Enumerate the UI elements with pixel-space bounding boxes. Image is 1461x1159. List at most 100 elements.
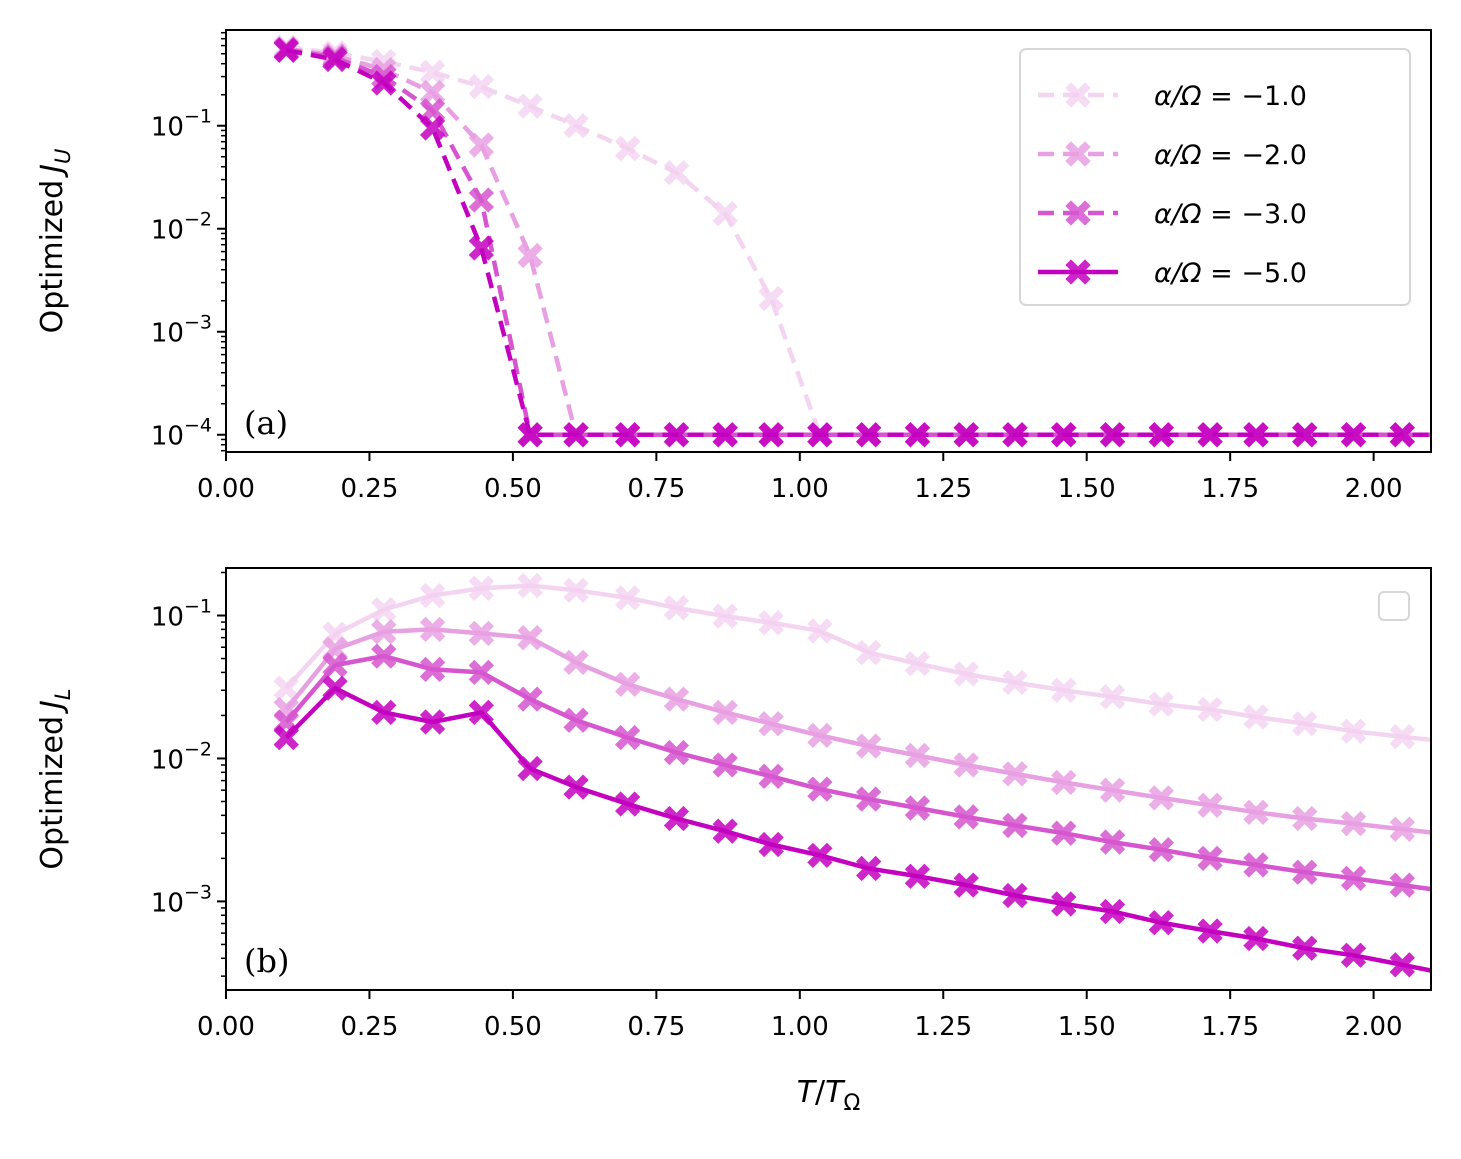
panel-a: 10−110−210−310−40.00 0.25 0.50 0.75 1.00 1.25… xyxy=(35,29,1432,504)
legend-item: α/Ω = −5.0 xyxy=(1038,258,1307,289)
plot-area xyxy=(273,34,1431,448)
panel-label: (b) xyxy=(244,942,289,980)
data-point xyxy=(468,575,495,601)
data-point xyxy=(1051,677,1077,703)
data-point xyxy=(663,686,690,712)
data-point xyxy=(273,37,299,63)
data-point xyxy=(904,651,931,677)
data-point xyxy=(1099,422,1126,448)
data-point xyxy=(468,235,495,261)
y-tick-exponent: −4 xyxy=(184,415,212,437)
data-point xyxy=(517,422,543,448)
data-point xyxy=(1389,422,1415,448)
x-axis-label-denominator: T xyxy=(825,1075,846,1110)
x-tick-label: 0.50 xyxy=(484,1012,542,1042)
x-tick-label: 1.75 xyxy=(1201,474,1259,504)
data-point xyxy=(1099,829,1126,855)
data-point xyxy=(1243,704,1269,730)
axes-frame xyxy=(225,29,1432,453)
data-point xyxy=(953,804,979,830)
x-tick-label: 1.50 xyxy=(1058,474,1116,504)
x-tick-label: 0.25 xyxy=(341,1012,399,1042)
legend-label-prefix: α/Ω = xyxy=(1154,140,1241,171)
data-point xyxy=(663,805,690,832)
data-point xyxy=(563,649,589,676)
data-point xyxy=(615,791,641,817)
y-tick-base: 10 xyxy=(151,113,184,143)
legend-label: α/Ω = −3.0 xyxy=(1154,199,1307,230)
series-1 xyxy=(273,572,1431,750)
data-point xyxy=(1197,696,1223,723)
data-point xyxy=(856,639,882,666)
y-tick-label: 10−1 xyxy=(151,106,212,143)
data-point xyxy=(468,73,495,100)
data-point xyxy=(419,59,446,85)
legend-box xyxy=(1378,591,1410,621)
data-point xyxy=(807,722,833,749)
y-tick-exponent: −1 xyxy=(184,596,212,618)
data-point xyxy=(712,699,738,726)
data-point xyxy=(1051,820,1077,846)
data-point xyxy=(419,709,446,735)
data-point xyxy=(419,582,446,609)
data-point xyxy=(615,585,641,611)
data-point xyxy=(615,724,641,751)
x-tick-label: 2.00 xyxy=(1345,474,1403,504)
data-point xyxy=(1340,942,1367,968)
data-point xyxy=(856,422,882,448)
data-point xyxy=(563,577,589,604)
data-point xyxy=(856,855,882,882)
y-axis-label-text: Optimized xyxy=(35,716,70,870)
data-point xyxy=(419,115,446,141)
data-point xyxy=(1002,761,1028,787)
data-point xyxy=(1292,422,1318,448)
panel-b: 10−110−210−30.00 0.25 0.50 0.75 1.00 1.25 1.50… xyxy=(35,567,1432,1116)
x-tick-label: 0.00 xyxy=(197,1012,255,1042)
x-tick-label: 1.00 xyxy=(771,474,829,504)
data-point xyxy=(807,422,833,448)
legend: α/Ω = −1.0 α/Ω = −2.0 α/Ω = −3.0 α/Ω = −5.0 xyxy=(1019,48,1411,306)
data-point xyxy=(371,619,397,645)
data-point xyxy=(371,699,397,726)
data-point xyxy=(468,659,495,686)
data-point xyxy=(758,711,784,737)
data-point xyxy=(273,675,299,701)
legend-item: α/Ω = −1.0 xyxy=(1038,81,1307,112)
y-tick-base: 10 xyxy=(151,319,184,349)
data-point xyxy=(1389,872,1415,898)
data-point xyxy=(712,422,738,448)
y-axis-label: OptimizedJU xyxy=(35,149,75,334)
data-point xyxy=(663,160,690,186)
x-tick-label: 0.75 xyxy=(627,1012,685,1042)
data-point xyxy=(419,656,446,683)
data-point xyxy=(663,422,690,448)
data-point xyxy=(758,831,784,858)
data-point xyxy=(322,46,348,73)
data-point xyxy=(953,661,979,687)
legend-label-value: −1.0 xyxy=(1241,81,1307,112)
data-point xyxy=(712,752,738,778)
data-point xyxy=(1243,925,1269,952)
data-point xyxy=(563,422,589,448)
data-point xyxy=(517,242,543,269)
legend-label-value: −2.0 xyxy=(1241,140,1307,171)
data-point xyxy=(807,776,833,802)
legend-label: α/Ω = −1.0 xyxy=(1154,81,1307,112)
panel-label: (a) xyxy=(244,404,288,442)
data-point xyxy=(1389,724,1415,750)
data-point xyxy=(1389,816,1415,842)
data-point xyxy=(1148,910,1174,936)
y-tick-label: 10−1 xyxy=(151,596,212,633)
data-point xyxy=(371,643,397,669)
x-tick-label: 0.25 xyxy=(341,474,399,504)
data-point xyxy=(1002,422,1028,448)
data-point xyxy=(1243,852,1269,878)
data-point xyxy=(371,596,397,623)
data-point xyxy=(1197,422,1223,448)
y-tick-base: 10 xyxy=(151,422,184,452)
data-point xyxy=(1051,422,1077,448)
data-point xyxy=(615,422,641,448)
data-point xyxy=(322,652,348,678)
data-point xyxy=(563,707,589,733)
data-point xyxy=(468,620,495,647)
